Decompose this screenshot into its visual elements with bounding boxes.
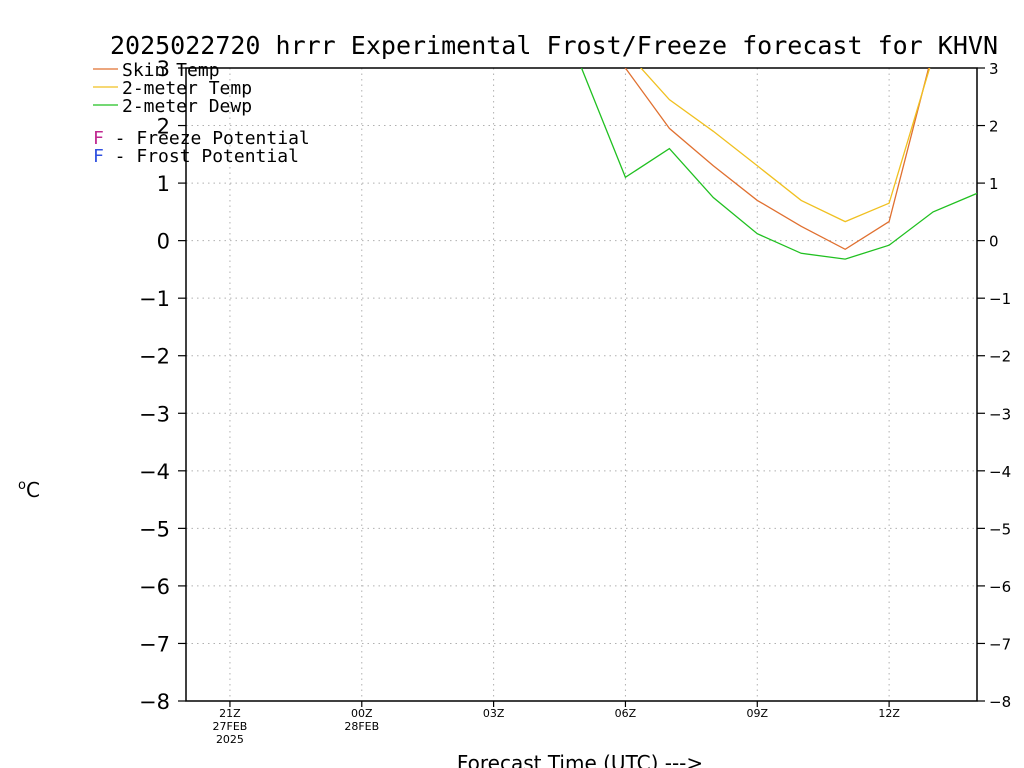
y-tick-label-right: −3	[989, 405, 1011, 423]
y-tick-label-left: 0	[157, 230, 170, 254]
y-tick-label-right: 2	[989, 118, 999, 136]
legend-label: Skin Temp	[122, 60, 220, 81]
series-line-2-meter-temp	[640, 68, 931, 223]
y-tick-label-right: −5	[989, 520, 1011, 538]
x-tick-label: 06Z	[615, 707, 637, 720]
y-tick-label-right: 3	[989, 60, 999, 78]
y-tick-label-right: −2	[989, 348, 1011, 366]
x-tick-label: 09Z	[747, 707, 769, 720]
y-tick-label-right: 0	[989, 233, 999, 251]
y-tick-label-left: −3	[139, 402, 170, 426]
y-tick-label-right: −8	[989, 693, 1011, 711]
potential-text: - Frost Potential	[104, 146, 299, 167]
y-tick-label-left: 3	[157, 57, 170, 81]
y-tick-label-right: 1	[989, 175, 999, 193]
y-tick-label-left: −2	[139, 345, 170, 369]
y-axis-left: 3 2 1 0 −1 −2 −3 −4 −5 −6 −7 −8	[139, 57, 186, 714]
potential-text: - Freeze Potential	[104, 128, 310, 149]
x-tick-label: 12Z	[878, 707, 900, 720]
y-tick-label-right: −4	[989, 463, 1011, 481]
y-axis-label: oC	[18, 478, 40, 502]
x-tick-label: 27FEB	[213, 720, 248, 733]
plot-frame	[185, 67, 978, 702]
y-tick-label-right: −7	[989, 635, 1011, 653]
legend-potential: F - Frost Potential	[93, 146, 299, 167]
potential-letter: F	[93, 146, 104, 167]
y-tick-label-left: 1	[157, 172, 170, 196]
degree-symbol: o	[18, 478, 26, 493]
y-tick-label-left: −5	[139, 517, 170, 541]
series-group	[580, 68, 977, 260]
x-tick-label: 28FEB	[344, 720, 379, 733]
y-tick-label-left: −6	[139, 575, 170, 599]
y-tick-label-right: −1	[989, 290, 1011, 308]
x-tick-label: 21Z	[219, 707, 241, 720]
potential-letter: F	[93, 128, 104, 149]
unit-letter: C	[26, 478, 40, 502]
y-tick-label-left: 2	[157, 115, 170, 139]
legend-label: 2-meter Dewp	[122, 96, 252, 117]
grid	[186, 68, 977, 701]
x-tick-label: 03Z	[483, 707, 505, 720]
y-tick-label-left: −8	[139, 690, 170, 714]
y-axis-right: 3 2 1 0 −1 −2 −3 −4 −5 −6 −7 −8	[977, 60, 1011, 711]
x-tick-label: 00Z	[351, 707, 373, 720]
x-axis-label: Forecast Time (UTC) --->	[457, 751, 703, 768]
series-line-skin-temp	[624, 68, 930, 251]
series-line-2-meter-dewp	[580, 68, 977, 260]
legend-potential: F - Freeze Potential	[93, 128, 310, 149]
y-tick-label-left: −7	[139, 632, 170, 656]
x-tick-label: 2025	[216, 733, 244, 746]
chart-title: 2025022720 hrrr Experimental Frost/Freez…	[110, 31, 998, 60]
y-tick-label-right: −6	[989, 578, 1011, 596]
y-tick-label-left: −4	[139, 460, 170, 484]
y-tick-label-left: −1	[139, 287, 170, 311]
legend-label: 2-meter Temp	[122, 78, 252, 99]
